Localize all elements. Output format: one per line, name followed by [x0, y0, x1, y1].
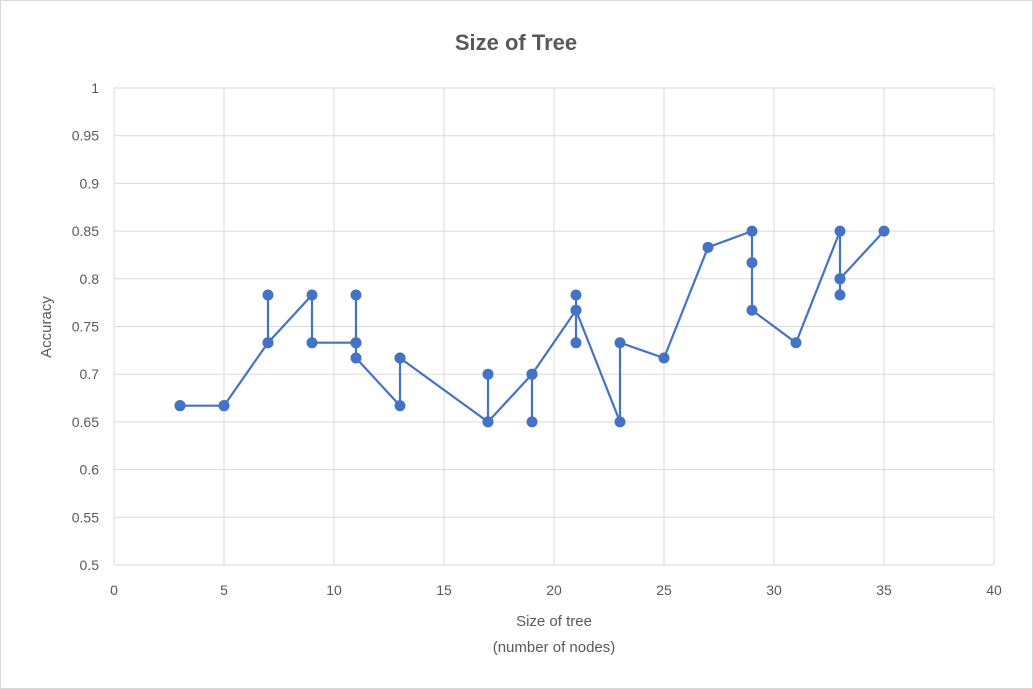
data-point: [570, 304, 582, 316]
x-tick-label: 40: [986, 582, 1002, 598]
x-axis-ticks: 0 5 10 15 20 25 30 35 40: [110, 582, 1002, 598]
data-point: [746, 225, 758, 237]
x-axis-title-line-1: Size of tree: [516, 613, 592, 630]
y-tick-label: 0.65: [72, 414, 99, 430]
x-tick-label: 15: [436, 582, 452, 598]
x-tick-label: 35: [876, 582, 892, 598]
y-tick-label: 0.8: [80, 271, 100, 287]
data-point: [746, 257, 758, 269]
series-line: [180, 230, 885, 423]
x-tick-label: 5: [220, 582, 228, 598]
y-axis-title: Accuracy: [38, 296, 55, 358]
y-tick-label: 0.7: [80, 366, 100, 382]
y-tick-label: 0.55: [72, 509, 99, 525]
data-point: [174, 400, 186, 412]
gridlines: [113, 87, 995, 566]
data-point: [834, 273, 846, 285]
data-point: [570, 337, 582, 349]
chart-title: Size of Tree: [455, 30, 577, 55]
data-point: [878, 225, 890, 237]
data-point: [262, 289, 274, 301]
series-points: [174, 225, 890, 428]
data-point: [394, 352, 406, 364]
data-point: [262, 337, 274, 349]
data-point: [394, 400, 406, 412]
data-point: [614, 337, 626, 349]
data-point: [658, 352, 670, 364]
data-point: [834, 289, 846, 301]
x-tick-label: 0: [110, 582, 118, 598]
y-tick-label: 1: [91, 80, 99, 96]
data-point: [350, 289, 362, 301]
y-tick-label: 0.95: [72, 128, 99, 144]
data-point: [306, 337, 318, 349]
y-axis-ticks: 0.5 0.55 0.6 0.65 0.7 0.75 0.8 0.85 0.9 0.95 1: [72, 80, 99, 573]
x-tick-label: 25: [656, 582, 672, 598]
data-point: [482, 416, 494, 428]
y-tick-label: 0.85: [72, 223, 99, 239]
x-tick-label: 10: [326, 582, 342, 598]
y-tick-label: 0.6: [80, 462, 100, 478]
data-point: [702, 241, 714, 253]
data-point: [218, 400, 230, 412]
y-tick-label: 0.75: [72, 319, 99, 335]
data-point: [746, 304, 758, 316]
data-point: [482, 368, 494, 380]
data-point: [790, 337, 802, 349]
y-tick-label: 0.9: [80, 175, 100, 191]
data-point: [526, 416, 538, 428]
x-tick-label: 20: [546, 582, 562, 598]
data-point: [306, 289, 318, 301]
x-tick-label: 30: [766, 582, 782, 598]
data-point: [570, 289, 582, 301]
data-point: [350, 352, 362, 364]
x-axis-title-line-2: (number of nodes): [493, 639, 616, 656]
data-point: [614, 416, 626, 428]
series-line-group: [180, 230, 885, 423]
data-point: [350, 337, 362, 349]
data-point: [526, 368, 538, 380]
data-point: [834, 225, 846, 237]
y-tick-label: 0.5: [80, 557, 100, 573]
